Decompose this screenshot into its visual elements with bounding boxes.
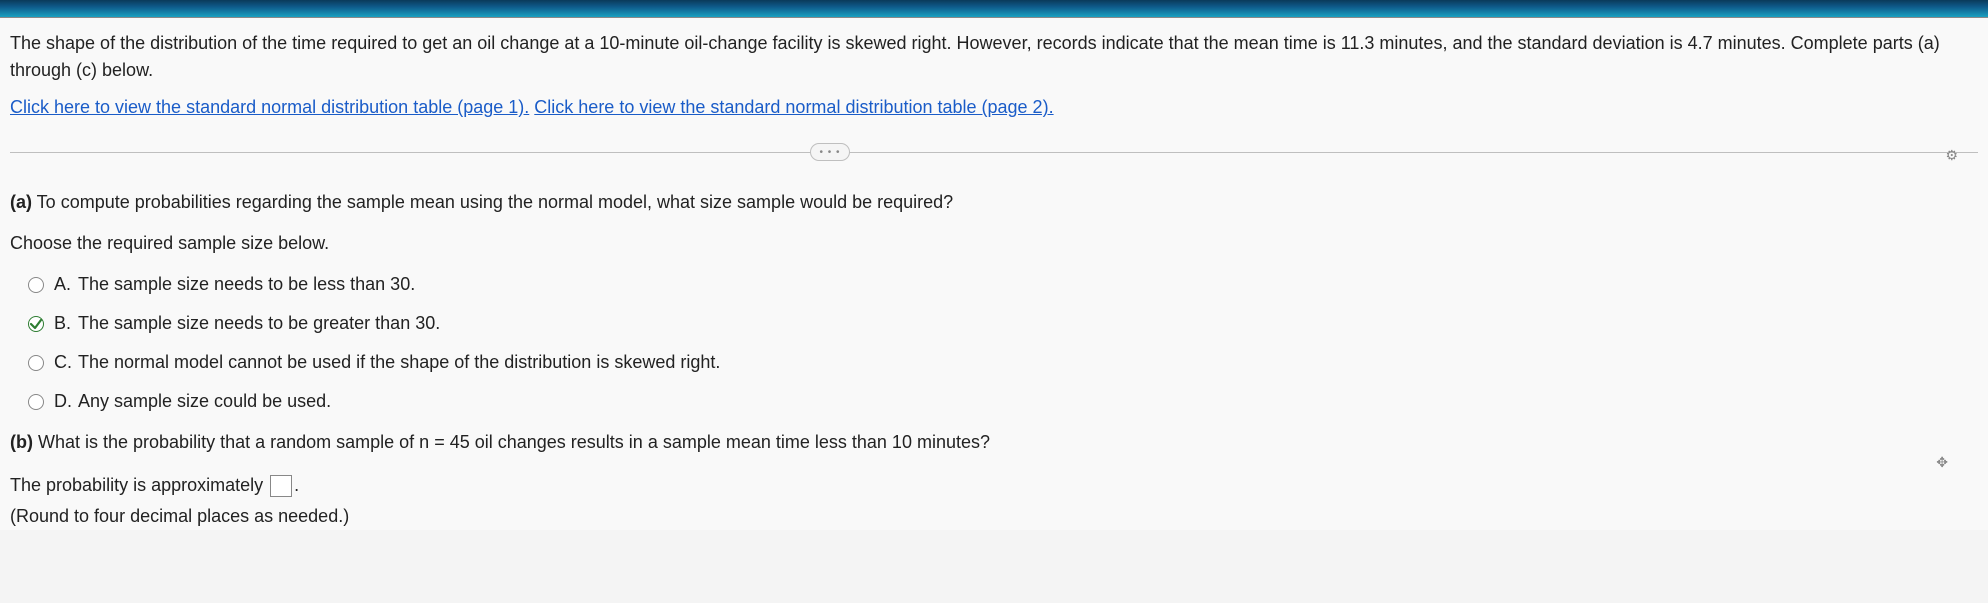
part-a-label: (a): [10, 192, 32, 212]
divider-line: [10, 152, 1978, 153]
checkmark-icon: [29, 317, 43, 331]
question-content: The shape of the distribution of the tim…: [0, 18, 1988, 530]
section-divider: • • • ⚙: [10, 143, 1978, 161]
radio-c[interactable]: [28, 355, 44, 371]
choice-text: The sample size needs to be less than 30…: [78, 271, 415, 298]
part-b: (b) What is the probability that a rando…: [10, 429, 1978, 456]
choice-letter: C.: [54, 349, 78, 376]
part-a-instruction: Choose the required sample size below.: [10, 230, 1978, 257]
app-top-bar: [0, 0, 1988, 18]
part-a-choices: A. The sample size needs to be less than…: [28, 271, 1978, 415]
answer-suffix: .: [294, 475, 299, 495]
answer-prefix: The probability is approximately: [10, 475, 268, 495]
link-normal-table-page-2[interactable]: Click here to view the standard normal d…: [534, 97, 1053, 117]
part-b-answer-line: The probability is approximately .: [10, 472, 1978, 499]
help-icon[interactable]: ✥: [1936, 452, 1948, 473]
part-b-question: What is the probability that a random sa…: [33, 432, 990, 452]
problem-statement: The shape of the distribution of the tim…: [10, 30, 1978, 84]
radio-a[interactable]: [28, 277, 44, 293]
choice-text: The sample size needs to be greater than…: [78, 310, 440, 337]
part-a: (a) To compute probabilities regarding t…: [10, 189, 1978, 216]
radio-d[interactable]: [28, 394, 44, 410]
link-normal-table-page-1[interactable]: Click here to view the standard normal d…: [10, 97, 529, 117]
choice-letter: A.: [54, 271, 78, 298]
choice-d[interactable]: D. Any sample size could be used.: [28, 388, 1978, 415]
choice-letter: B.: [54, 310, 78, 337]
rounding-note: (Round to four decimal places as needed.…: [10, 503, 1978, 530]
gear-icon[interactable]: ⚙: [1945, 145, 1958, 166]
choice-text: The normal model cannot be used if the s…: [78, 349, 720, 376]
reference-links: Click here to view the standard normal d…: [10, 94, 1978, 121]
part-b-label: (b): [10, 432, 33, 452]
radio-b[interactable]: [28, 316, 44, 332]
choice-c[interactable]: C. The normal model cannot be used if th…: [28, 349, 1978, 376]
expand-collapse-pill[interactable]: • • •: [810, 143, 850, 161]
choice-b[interactable]: B. The sample size needs to be greater t…: [28, 310, 1978, 337]
choice-text: Any sample size could be used.: [78, 388, 331, 415]
choice-letter: D.: [54, 388, 78, 415]
part-a-question: To compute probabilities regarding the s…: [32, 192, 953, 212]
choice-a[interactable]: A. The sample size needs to be less than…: [28, 271, 1978, 298]
probability-input[interactable]: [270, 475, 292, 497]
